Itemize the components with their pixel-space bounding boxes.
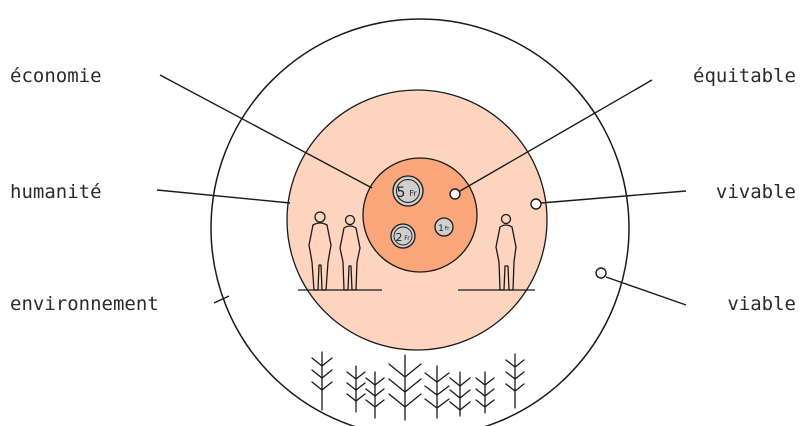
- coin-five-franc: 5 Fr: [392, 175, 424, 207]
- coin-value: 1: [438, 224, 444, 234]
- label-viable: viable: [727, 293, 796, 315]
- label-vivable: vivable: [716, 181, 796, 203]
- label-humanite: humanité: [10, 181, 102, 203]
- leader-line-vivable: [540, 190, 687, 204]
- trees-icon: [311, 351, 525, 421]
- coin-value: 5: [397, 185, 406, 201]
- leader-line-economie: [159, 74, 373, 189]
- person-icon: [308, 211, 332, 291]
- label-equitable: équitable: [693, 65, 796, 87]
- leader-line-equitable: [459, 79, 653, 192]
- economy-circle: [362, 157, 478, 273]
- leader-line-viable: [605, 276, 687, 306]
- leader-line-humanite: [156, 189, 291, 204]
- marker-equitable: [449, 188, 461, 200]
- coin-unit: Fr: [409, 189, 417, 198]
- person-icon: [339, 214, 361, 291]
- coin-value: 2: [396, 231, 403, 244]
- label-environnement: environnement: [10, 293, 159, 315]
- marker-viable: [595, 267, 607, 279]
- leader-line-environnement: [213, 295, 230, 304]
- marker-vivable: [530, 198, 542, 210]
- coin-one-franc: 1 Fr: [434, 217, 454, 237]
- coin-unit: Fr: [404, 235, 410, 242]
- person-icon: [495, 213, 517, 291]
- label-economie: économie: [10, 65, 102, 87]
- coin-two-franc: 2 Fr: [390, 223, 416, 249]
- coin-unit: Fr: [445, 226, 451, 232]
